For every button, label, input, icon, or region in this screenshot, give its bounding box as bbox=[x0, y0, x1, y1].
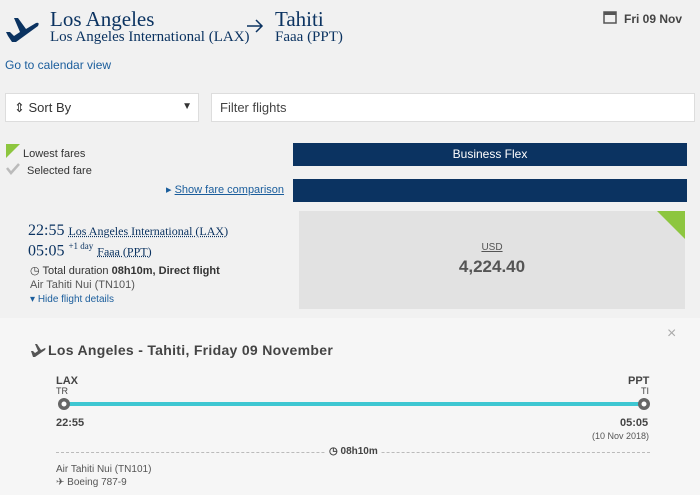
arrival-airport: Faaa (PPT) bbox=[97, 244, 152, 259]
fare-comparison-link[interactable]: ▸ Show fare comparison bbox=[166, 184, 285, 196]
legend-selected: Selected fare bbox=[27, 165, 92, 177]
legend-lowest: Lowest fares bbox=[23, 148, 86, 160]
filter-placeholder: Filter flights bbox=[220, 100, 287, 115]
details-duration-row: ◷ 08h10m bbox=[326, 446, 381, 457]
dropdown-caret: ▼ bbox=[182, 101, 192, 112]
departure-row: 22:55 Los Angeles International (LAX) bbox=[28, 222, 228, 240]
fare-comparison-text[interactable]: Show fare comparison bbox=[174, 184, 285, 196]
origin-airport: Los Angeles International (LAX) bbox=[50, 29, 250, 45]
lowest-badge bbox=[657, 211, 685, 239]
calendar-icon bbox=[603, 11, 617, 24]
arrival-time: 05:05 bbox=[28, 242, 65, 260]
details-link[interactable]: ▾ Hide flight details bbox=[30, 294, 114, 305]
arrow-icon bbox=[247, 19, 264, 33]
destination-city: Tahiti bbox=[275, 7, 324, 31]
price: 4,224.40 bbox=[458, 257, 526, 276]
departure-airport: Los Angeles International (LAX) bbox=[68, 224, 229, 238]
arrival-row: 05:05 +1 day Faaa (PPT) bbox=[28, 241, 152, 260]
sort-text: Sort By bbox=[28, 100, 72, 115]
price-cell[interactable]: USD 4,224.40 bbox=[299, 211, 685, 309]
departure-time: 22:55 bbox=[28, 222, 65, 239]
currency: USD bbox=[481, 242, 503, 253]
from-terminal: TR bbox=[56, 386, 68, 396]
details-aircraft-row: ✈ Boeing 787-9 bbox=[56, 477, 127, 488]
plane-icon bbox=[6, 18, 39, 42]
details-text[interactable]: Hide flight details bbox=[37, 294, 114, 305]
fare-column-bar bbox=[293, 179, 687, 202]
duration-row: ◷ Total duration 08h10m, Direct flight bbox=[30, 265, 220, 277]
details-title: Los Angeles - Tahiti, Friday 09 November bbox=[48, 342, 334, 358]
date: Fri 09 Nov bbox=[624, 12, 683, 26]
legend-icons bbox=[6, 144, 20, 175]
carrier: Air Tahiti Nui (TN101) bbox=[30, 279, 135, 291]
day-offset: +1 day bbox=[68, 241, 94, 251]
calendar-link[interactable]: Go to calendar view bbox=[5, 58, 112, 72]
details-aircraft: Boeing 787-9 bbox=[67, 477, 127, 488]
close-button[interactable]: × bbox=[667, 325, 677, 342]
details-plane-icon bbox=[31, 344, 46, 357]
details-carrier: Air Tahiti Nui (TN101) bbox=[56, 464, 152, 475]
route-line bbox=[58, 398, 650, 410]
details-departure-time: 22:55 bbox=[56, 417, 85, 429]
details-arrival-time: 05:05 bbox=[620, 417, 649, 429]
details-arrival-date: (10 Nov 2018) bbox=[592, 431, 650, 441]
to-terminal: TI bbox=[641, 386, 649, 396]
filter-input[interactable]: Filter flights bbox=[211, 93, 695, 122]
details-panel bbox=[0, 318, 700, 495]
duration: 08h10m, Direct flight bbox=[111, 265, 220, 277]
to-code: PPT bbox=[628, 375, 650, 387]
from-code: LAX bbox=[56, 375, 78, 387]
details-duration: 08h10m bbox=[340, 446, 378, 457]
origin-city: Los Angeles bbox=[50, 7, 155, 31]
destination-airport: Faaa (PPT) bbox=[275, 29, 343, 45]
sort-select[interactable]: ⇕ Sort By ▼ bbox=[5, 93, 199, 122]
fare-column-header: Business Flex bbox=[293, 143, 687, 166]
sort-label: ⇕ Sort By bbox=[14, 100, 72, 115]
duration-label: Total duration bbox=[42, 265, 109, 277]
